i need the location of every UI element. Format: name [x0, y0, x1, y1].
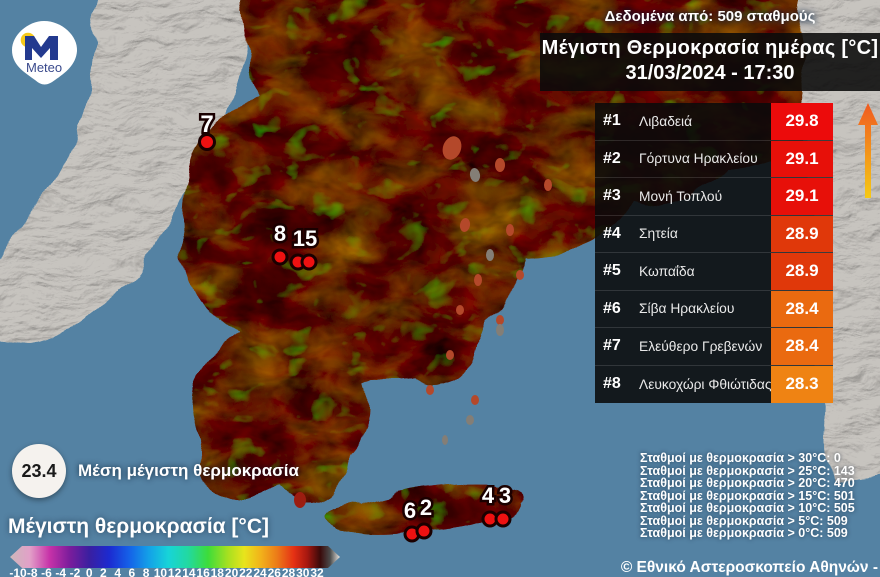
- svg-text:2: 2: [420, 495, 432, 520]
- svg-text:4: 4: [482, 483, 495, 508]
- svg-text:6: 6: [404, 498, 416, 523]
- svg-text:Meteo: Meteo: [26, 60, 62, 75]
- svg-text:15: 15: [293, 226, 317, 251]
- svg-text:3: 3: [499, 483, 511, 508]
- svg-text:7: 7: [200, 111, 213, 138]
- svg-text:8: 8: [274, 221, 286, 246]
